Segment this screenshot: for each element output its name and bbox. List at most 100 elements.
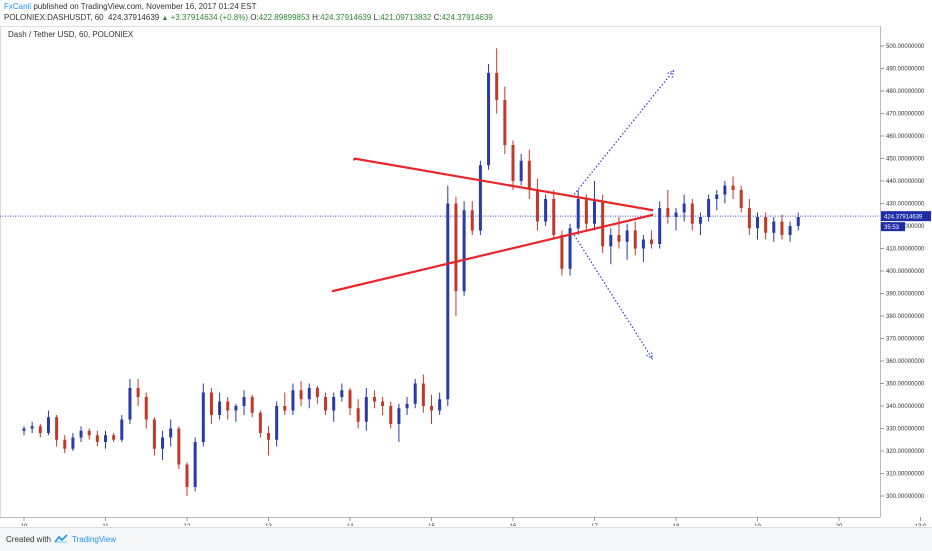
low-label: L: <box>373 13 381 22</box>
tradingview-brand-link[interactable]: TradingView <box>72 535 117 544</box>
candle-body <box>234 406 238 411</box>
candle-body <box>519 160 523 181</box>
candle-body <box>324 397 328 411</box>
candle-body <box>169 428 173 438</box>
candle-body <box>112 435 116 440</box>
close-label: C: <box>433 13 442 22</box>
candle-body <box>625 230 629 242</box>
candle-body <box>503 100 507 145</box>
author-link[interactable]: FxCanli <box>4 2 32 11</box>
countdown-box <box>881 222 905 232</box>
chart-title: Dash / Tether USD, 60, POLONIEX <box>8 30 134 39</box>
candle-body <box>430 406 433 411</box>
y-tick-label: 380.00000000 <box>886 314 925 320</box>
candle-body <box>372 397 376 402</box>
candle-body <box>576 199 580 229</box>
candle-body <box>707 199 711 217</box>
x-tick-label: 13 <box>265 524 272 526</box>
candle-body <box>593 201 596 224</box>
candle-body <box>413 383 417 404</box>
open-label: O: <box>250 13 259 22</box>
candle-body <box>226 401 230 411</box>
candle-body <box>495 73 499 100</box>
x-tick-label: 16 <box>510 524 517 526</box>
candle-body <box>535 190 539 222</box>
projection-down-arrow-head <box>646 351 653 360</box>
chart-header: FxCanli published on TradingView.com, No… <box>0 0 932 26</box>
y-tick-label: 320.00000000 <box>886 449 925 455</box>
candle-body <box>218 401 222 415</box>
price-chart[interactable]: 300.00000000 310.00000000 320.00000000 330.… <box>0 26 932 526</box>
symbol-label: POLONIEX:DASHUSDT, 60 <box>4 13 104 22</box>
up-arrow-icon: ▲ <box>161 15 169 22</box>
publish-line: FxCanli published on TradingView.com, No… <box>4 2 256 11</box>
candle-body <box>405 403 409 409</box>
candle-body <box>487 73 491 166</box>
candle-body <box>658 208 662 244</box>
price-label-box <box>881 211 931 222</box>
candle-body <box>641 239 645 249</box>
candle-body <box>46 417 50 433</box>
candle-body <box>560 235 564 269</box>
candle-body <box>796 217 800 226</box>
candle-body <box>438 399 442 411</box>
candle-body <box>764 217 768 233</box>
candle-body <box>747 208 751 229</box>
candle-body <box>527 160 531 190</box>
candle-body <box>478 165 482 231</box>
candle-body <box>739 190 743 208</box>
candle-body <box>609 235 613 247</box>
x-tick-label: 18 <box>673 524 680 526</box>
candle-body <box>250 397 254 413</box>
candle-body <box>421 383 425 406</box>
x-tick-label: 19 <box>754 524 761 526</box>
candle-body <box>772 221 776 233</box>
projection-down-arrow <box>573 234 653 360</box>
last-price: 424.37914639 <box>108 13 160 22</box>
candle-body <box>568 228 572 269</box>
y-tick-label: 390.00000000 <box>886 292 925 298</box>
candle-body <box>470 210 474 231</box>
candle-body <box>332 397 336 411</box>
candle-body <box>242 397 246 406</box>
candle-body <box>144 397 148 420</box>
y-tick-label: 330.00000000 <box>886 427 925 433</box>
tradingview-logo-icon[interactable] <box>54 534 68 544</box>
candle-body <box>22 428 26 431</box>
candle-body <box>690 203 694 224</box>
candle-body <box>258 412 262 433</box>
y-tick-label: 300.00000000 <box>886 494 925 500</box>
candle-body <box>152 419 156 449</box>
candle-body <box>291 390 295 411</box>
triangle-lower-line <box>331 213 654 293</box>
y-tick-label: 340.00000000 <box>886 404 925 410</box>
triangle-upper-line <box>353 157 654 212</box>
candle-body <box>633 230 637 249</box>
chart-area[interactable]: 300.00000000 310.00000000 320.00000000 330.… <box>0 26 932 526</box>
y-tick-label: 440.00000000 <box>886 179 925 185</box>
y-tick-label: 420.00000000 <box>886 224 925 230</box>
candle-body <box>446 203 450 400</box>
price-label: 424.37914639 <box>884 215 923 221</box>
candle-body <box>601 201 605 247</box>
candle-body <box>209 392 213 415</box>
y-tick-label: 360.00000000 <box>886 359 925 365</box>
y-tick-label: 470.00000000 <box>886 112 925 118</box>
y-tick-label: 460.00000000 <box>886 134 925 140</box>
y-tick-label: 500.00000000 <box>886 44 925 50</box>
candle-body <box>79 430 83 438</box>
candle-body <box>397 408 401 424</box>
footer-bar: Created with TradingView <box>0 527 932 551</box>
candle-body <box>38 426 42 433</box>
y-tick-label: 430.00000000 <box>886 202 925 208</box>
candle-body <box>185 464 189 487</box>
candle-body <box>584 199 588 224</box>
high-label: H: <box>312 13 321 22</box>
candle-body <box>348 390 352 409</box>
candle-body <box>674 212 678 217</box>
candle-body <box>780 221 784 235</box>
candle-body <box>682 203 686 213</box>
candle-body <box>356 408 360 422</box>
candle-body <box>299 390 303 400</box>
x-tick-label: 20 <box>836 524 843 526</box>
